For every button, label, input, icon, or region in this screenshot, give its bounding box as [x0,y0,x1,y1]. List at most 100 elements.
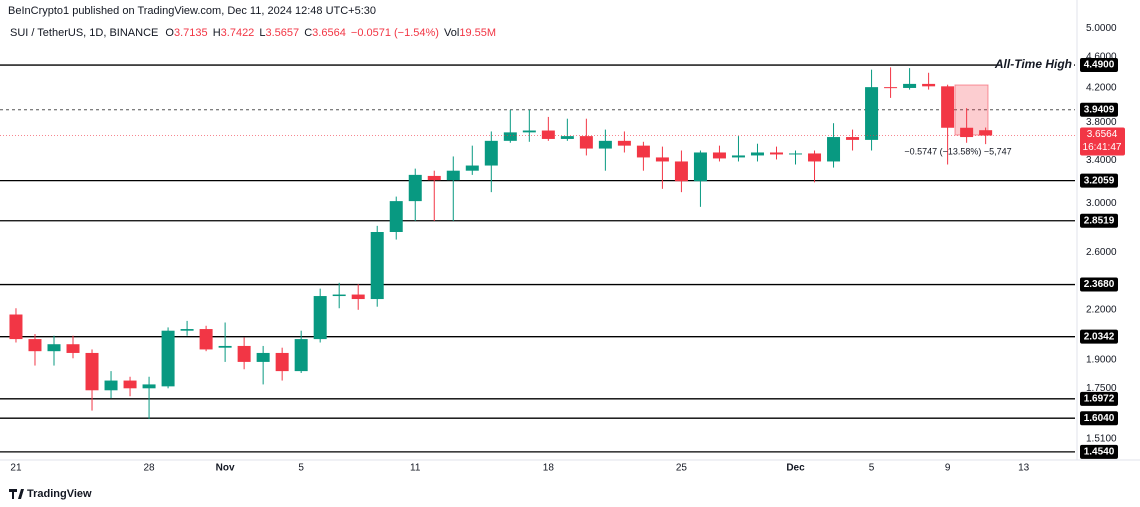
legend-volume-label: Vol [444,27,459,39]
y-tick-label: 4.6000 [1086,51,1117,62]
x-tick-label: 28 [144,463,156,474]
x-tick-label: 11 [410,463,421,474]
level-label: 2.8519 [1084,215,1115,226]
candle-body [731,155,745,158]
level-label: 4.4900 [1084,60,1115,71]
y-tick-label: 4.2000 [1086,83,1117,94]
candle-body [846,137,860,140]
legend: SUI / TetherUS, 1D, BINANCE O3.7135 H3.7… [10,27,496,39]
candle-body [199,329,213,350]
candle-body [104,380,118,391]
candle-body [408,174,422,202]
candle-body [313,296,327,340]
legend-volume: 19.55M [459,27,496,39]
legend-change: −0.0571 (−1.54%) [351,27,439,39]
level-label-box [1080,173,1118,188]
legend-high: 3.7422 [221,27,255,39]
candle-body [693,152,707,182]
candle-body [275,352,289,372]
legend-close: 3.6564 [312,27,346,39]
candle-body [541,130,555,139]
legend-open: 3.7135 [174,27,208,39]
candle-body [884,87,898,89]
legend-high-label: H [213,27,221,39]
candle-body [351,294,365,300]
candle-body [85,352,99,391]
candle-body [827,137,841,162]
plot-area: All-Time High [0,57,1075,453]
candle-body [446,170,460,181]
candle-body [560,136,574,139]
candle-body [389,201,403,232]
x-tick-label: 21 [10,463,22,474]
candle-body [922,83,936,87]
y-tick-label: 1.9000 [1086,355,1117,366]
candle-body [161,330,175,387]
candle-body [598,140,612,149]
legend-close-label: C [304,27,312,39]
level-label-box [1080,411,1118,426]
measure-box [954,84,989,136]
candle-body [47,344,61,352]
candle-body [789,153,803,155]
level-label-box [1080,213,1118,228]
last-price-box [1080,127,1125,156]
candle-body [750,152,764,156]
candle-body [370,231,384,300]
level-label-box [1080,391,1118,406]
level-label: 2.3680 [1084,279,1115,290]
candle-body [979,130,993,136]
footer-logo: TradingView [9,488,92,500]
y-tick-label: 2.2000 [1086,304,1117,315]
x-tick-label: 13 [1018,463,1030,474]
candle-body [427,175,441,181]
x-tick-label: 5 [869,463,875,474]
level-label-box [1080,277,1118,292]
legend-low: 3.5657 [266,27,300,39]
level-label-box [1080,444,1118,459]
y-tick-label: 5.0000 [1086,23,1117,34]
candle-body [636,145,650,158]
candle-body [256,352,270,362]
y-tick-label: 1.5100 [1086,434,1117,445]
level-label: 1.4540 [1084,447,1115,458]
candle-body [522,130,536,133]
candle-body [579,136,593,149]
x-tick-label: Dec [786,463,805,474]
candle-body [66,344,80,353]
footer-text: TradingView [27,488,92,500]
candle-body [294,339,308,372]
candle-body [503,132,517,141]
y-tick-label: 3.8000 [1086,117,1117,128]
candle-body [655,157,669,162]
y-tick-label: 1.7500 [1086,383,1117,394]
legend-symbol: SUI / TetherUS, 1D, BINANCE [10,27,158,39]
header: BeInCrypto1 published on TradingView.com… [8,5,376,17]
measure-label: −0.5747 (−13.58%) −5,747 [904,146,1011,156]
logo-mark [9,489,24,499]
candle-body [180,329,194,331]
level-label: 1.6972 [1084,393,1115,404]
last-price-label: 3.6564 [1087,129,1118,140]
candle-body [903,83,917,88]
legend-low-label: L [259,27,265,39]
candle-body [712,152,726,159]
level-label: 2.0342 [1084,331,1115,342]
legend-open-label: O [165,27,174,39]
candle-body [123,380,137,389]
countdown: 16:41:47 [1083,142,1122,153]
candle-body [769,152,783,155]
y-tick-label: 3.0000 [1086,198,1117,209]
candle-body [865,87,879,140]
x-tick-label: 9 [945,463,951,474]
level-label: 1.6040 [1084,413,1115,424]
candle-body [941,86,955,128]
level-note-bg [1000,57,1074,74]
candle-body [484,140,498,166]
candle-body [808,153,822,162]
x-tick-label: 18 [543,463,555,474]
y-tick-label: 2.6000 [1086,247,1117,258]
level-label-box [1080,58,1118,73]
candle-body [674,161,688,182]
